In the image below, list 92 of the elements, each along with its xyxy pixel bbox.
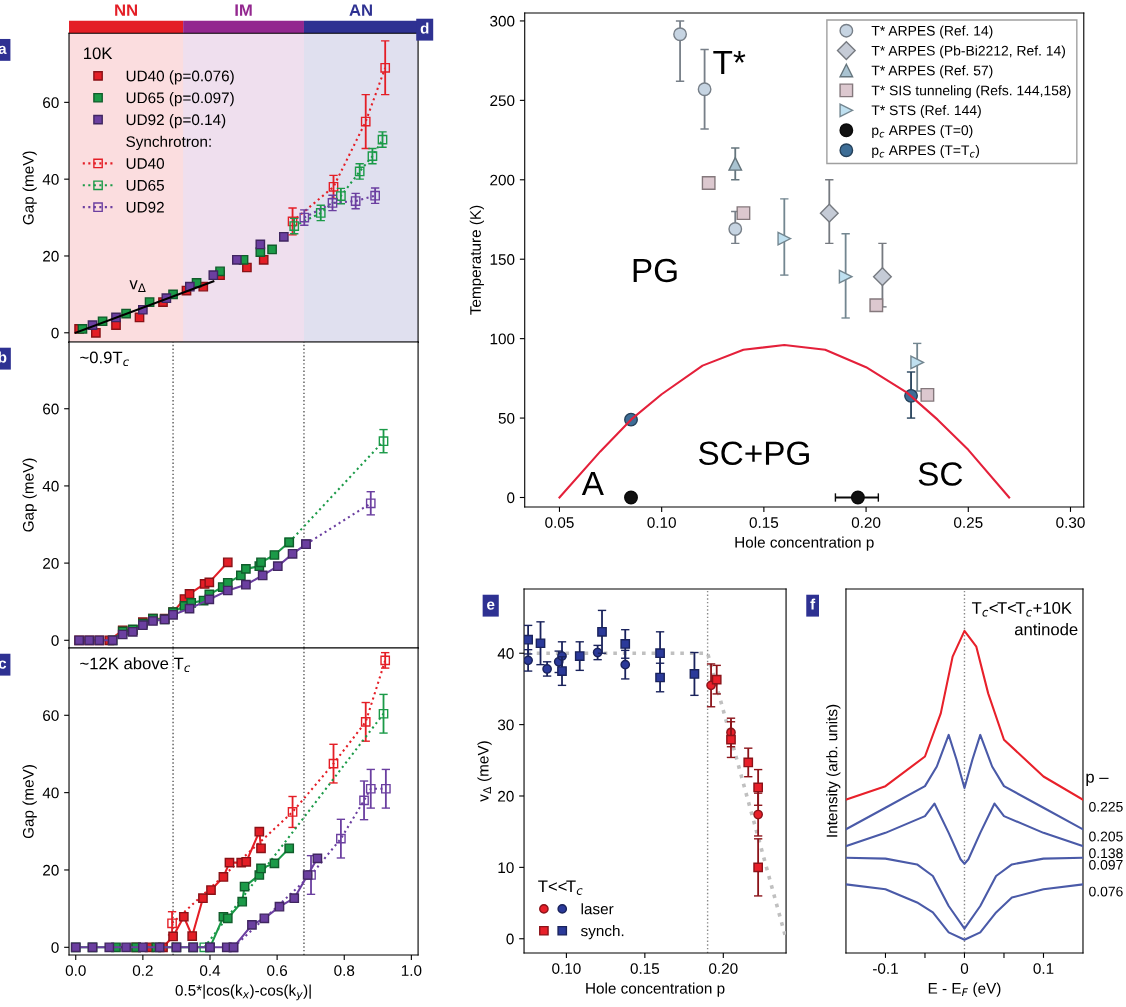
y-tick-label: 40 — [42, 480, 59, 492]
x-axis-title: 0.5*|cos(k$_{x}$)-cos(k$_{y}$)| — [175, 984, 311, 1001]
y-axis-title: Gap (meV) — [22, 458, 37, 532]
y-tick-label: 20 — [43, 864, 59, 876]
x-tick-label: 0.4 — [199, 965, 221, 976]
legend-label: T* ARPES (Ref. 57) — [871, 65, 993, 79]
x-tick-label: 0.25 — [954, 517, 983, 528]
band-label: IM — [235, 4, 252, 16]
x-tick-label: 0.1 — [1033, 963, 1054, 974]
y-axis-title: v$_{Δ}$ (meV) — [477, 741, 492, 802]
y-tick-label: 40 — [497, 648, 514, 659]
y-tick-label: 20 — [498, 790, 514, 802]
y-tick-label: 40 — [42, 787, 59, 799]
y-tick-label: 30 — [497, 719, 514, 731]
x-tick-label: 0.10 — [552, 963, 581, 974]
y-tick-label: 0 — [507, 492, 515, 504]
legend-label: laser — [581, 903, 614, 915]
annotation: ~0.9T$_{c}$ — [80, 351, 129, 367]
x-tick-label: 0.30 — [1056, 517, 1085, 528]
annotation: T* — [713, 51, 746, 74]
y-tick-label: 40 — [42, 174, 59, 185]
annotation: PG — [633, 258, 677, 283]
annotation: ~12K above T$_{c}$ — [80, 657, 191, 673]
legend-label: T* SIS tunneling (Refs. 144,158) — [871, 85, 1071, 99]
y-tick-label: 60 — [43, 710, 59, 721]
legend-label: UD65 (p=0.097) — [126, 92, 234, 107]
annotation: Synchrotron: — [126, 135, 211, 151]
legend-title: T<<T$_{c}$ — [538, 880, 583, 895]
y-axis-title: Gap (meV) — [22, 765, 37, 839]
series-label: 0.138 — [1089, 848, 1123, 859]
x-tick-label: 0 — [960, 963, 969, 974]
x-tick-label: 0.0 — [65, 965, 86, 976]
y-tick-label: 100 — [490, 333, 515, 345]
x-tick-label: 0.05 — [545, 517, 574, 528]
series-label: 0.205 — [1089, 831, 1123, 842]
annotation: SC+PG — [698, 441, 809, 466]
y-tick-label: 0 — [506, 933, 514, 945]
y-tick-label: 250 — [490, 95, 515, 107]
y-tick-label: 0 — [51, 942, 59, 953]
text: e — [487, 601, 495, 610]
x-tick-label: 0.8 — [334, 965, 355, 976]
x-tick-label: 1.0 — [401, 965, 422, 976]
legend-title: 10K — [84, 47, 113, 60]
legend-label: T* STS (Ref. 144) — [871, 105, 981, 118]
x-tick-label: 0.6 — [267, 965, 288, 976]
series-label: 0.076 — [1089, 886, 1123, 897]
x-tick-label: -0.1 — [872, 963, 898, 974]
band-label: NN — [115, 4, 137, 16]
legend-label: T* ARPES (Ref. 14) — [871, 25, 993, 39]
series-label: 0.225 — [1089, 801, 1123, 812]
y-tick-label: 200 — [490, 174, 515, 186]
y-tick-label: 10 — [498, 862, 514, 874]
x-tick-label: 0.20 — [851, 517, 881, 528]
x-axis-title: Hole concentration p — [735, 536, 874, 551]
y-tick-label: 20 — [43, 250, 59, 262]
x-axis-title: E - E$_{F}$ (eV) — [928, 982, 1001, 997]
x-tick-label: 0.15 — [630, 963, 660, 974]
chart-title: d — [420, 22, 429, 34]
annotation: A — [581, 471, 604, 495]
legend-label: UD92 (p=0.14) — [126, 113, 226, 129]
y-axis-title: Intensity (arb. units) — [826, 704, 841, 837]
y-tick-label: 0 — [51, 327, 59, 339]
y-tick-label: 50 — [498, 412, 515, 424]
x-axis-title: Hole concentration p — [586, 982, 725, 997]
text: T$_{c}$<T<T$_{c}$+10K — [971, 602, 1072, 617]
annotation: v$_{Δ}$ — [129, 280, 146, 292]
legend-label: synch. — [580, 925, 624, 940]
legend-label: p$_{c}$ ARPES (T=T$_{c}$) — [872, 144, 980, 158]
legend-label: UD40 (p=0.076) — [126, 70, 234, 85]
series-label: 0.097 — [1089, 859, 1123, 870]
band-label: AN — [349, 4, 372, 16]
y-axis-title: Temperature (K) — [469, 205, 484, 315]
x-tick-label: 0.2 — [132, 965, 153, 976]
y-tick-label: 60 — [43, 97, 59, 109]
y-axis-title: Gap (meV) — [22, 151, 37, 225]
y-tick-label: 300 — [490, 15, 515, 27]
chart-title: f — [810, 598, 816, 610]
annotation: SC — [918, 462, 963, 486]
legend-label: UD40 — [126, 158, 165, 169]
legend-label: UD65 — [126, 179, 164, 191]
x-tick-label: 0.20 — [709, 963, 738, 974]
y-tick-label: 150 — [490, 254, 515, 265]
legend-label: p$_{c}$ ARPES (T=0) — [872, 124, 973, 138]
annotation: antinode — [1014, 623, 1078, 636]
y-tick-label: 60 — [43, 403, 59, 415]
y-tick-label: 0 — [51, 635, 59, 646]
legend-label: UD92 — [126, 201, 164, 213]
x-tick-label: 0.10 — [647, 517, 676, 528]
y-tick-label: 20 — [43, 557, 59, 569]
text: p – — [1086, 773, 1109, 787]
legend-label: T* ARPES (Pb-Bi2212, Ref. 14) — [871, 45, 1065, 59]
x-tick-label: 0.15 — [749, 517, 779, 528]
